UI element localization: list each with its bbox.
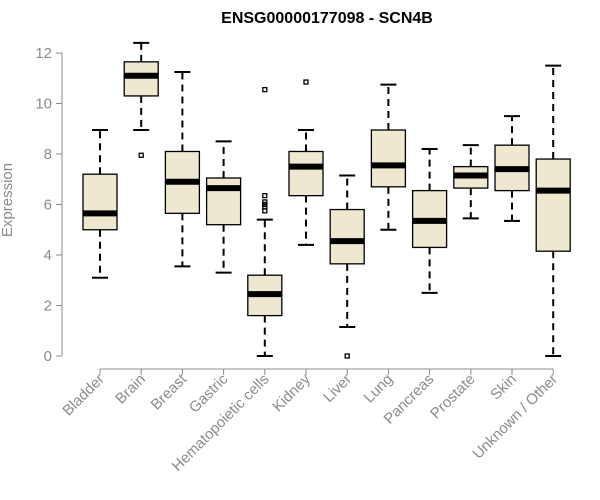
box-1 (123, 41, 159, 158)
y-axis-label: Expression (0, 163, 16, 237)
x-tick-label: Skin (487, 371, 520, 404)
box-iqr (329, 208, 365, 265)
axes (61, 53, 554, 370)
y-tick-label: 12 (35, 45, 52, 62)
box-iqr (205, 177, 242, 226)
y-tick-label: 8 (44, 146, 52, 163)
boxes (82, 41, 571, 359)
outlier-point (262, 199, 268, 205)
y-ticks: 0 2 4 6 8 10 12 (35, 45, 62, 365)
box-iqr (123, 61, 159, 97)
box-11 (535, 64, 571, 357)
box-iqr (82, 173, 118, 231)
outlier-point (303, 79, 309, 85)
x-tick-label: Liver (320, 371, 355, 406)
outlier-point (138, 152, 144, 158)
box-10 (494, 115, 530, 222)
box-9 (453, 144, 489, 220)
y-tick-label: 0 (44, 348, 52, 365)
box-5 (288, 79, 324, 246)
x-tick-label: Bladder (59, 371, 108, 420)
box-4 (247, 86, 283, 357)
y-tick-label: 6 (44, 197, 52, 214)
x-tick-label: Brain (112, 371, 149, 408)
x-tick-label: Kidney (269, 370, 314, 415)
y-tick-label: 4 (44, 247, 52, 264)
box-6 (329, 174, 365, 359)
chart-title: ENSG00000177098 - SCN4B (221, 10, 433, 27)
x-tick-label: Lung (361, 371, 397, 407)
x-tick-label: Breast (148, 370, 191, 413)
y-tick-label: 2 (44, 298, 52, 315)
outlier-point (344, 353, 350, 359)
outlier-point (262, 193, 268, 199)
y-tick-label: 10 (35, 96, 52, 113)
x-tick-label: Prostate (427, 371, 479, 423)
box-iqr (370, 129, 407, 188)
box-iqr (535, 158, 571, 252)
box-8 (411, 147, 448, 294)
box-0 (82, 129, 118, 279)
box-iqr (288, 150, 324, 197)
box-3 (205, 140, 242, 274)
box-2 (164, 70, 201, 268)
outlier-point (262, 86, 268, 93)
box-7 (370, 83, 407, 231)
